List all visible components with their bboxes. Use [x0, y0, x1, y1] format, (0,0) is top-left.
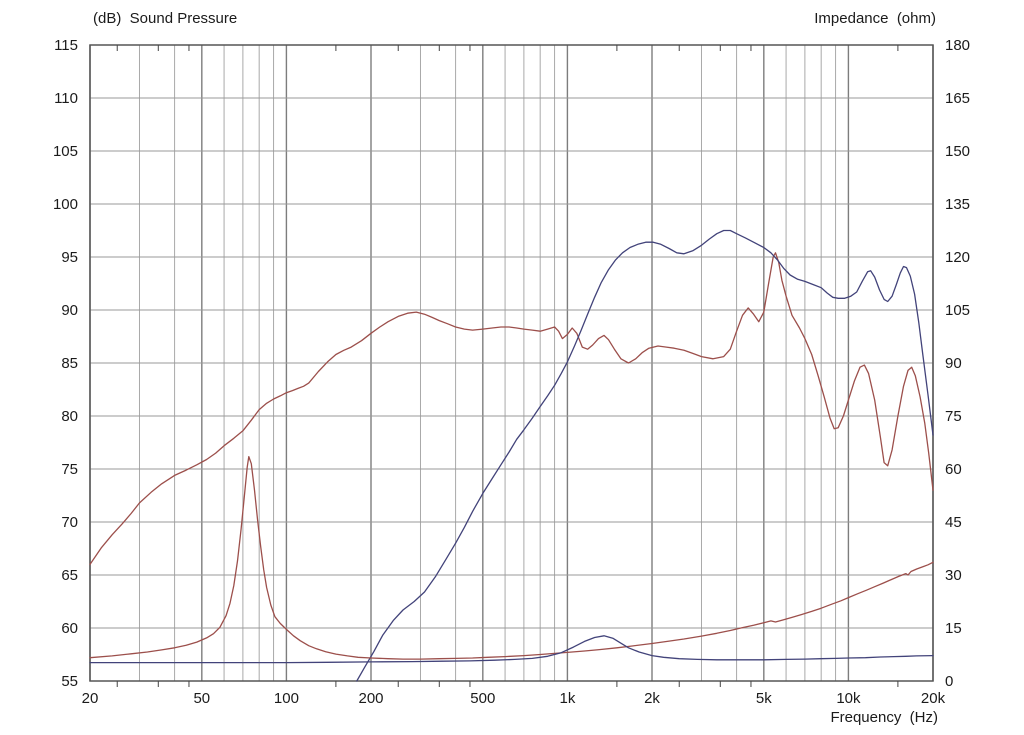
y-left-tick-label: 55: [61, 673, 78, 690]
y-right-tick-label: 150: [945, 143, 970, 160]
y-left-tick-label: 100: [53, 196, 78, 213]
y-right-tick-label: 165: [945, 90, 970, 107]
y-left-tick-label: 115: [54, 37, 78, 54]
y-right-tick-label: 105: [945, 302, 970, 319]
y-right-tick-label: 15: [945, 620, 962, 637]
right-axis-title: Impedance (ohm): [814, 10, 936, 27]
x-tick-label: 500: [470, 690, 495, 707]
y-left-tick-label: 105: [53, 143, 78, 160]
x-tick-label: 5k: [756, 690, 772, 707]
y-left-tick-label: 75: [61, 461, 78, 478]
x-axis-title: Frequency (Hz): [830, 709, 938, 726]
y-right-tick-label: 0: [945, 673, 953, 690]
y-right-tick-label: 120: [945, 249, 970, 266]
y-left-tick-label: 65: [61, 567, 78, 584]
y-right-tick-label: 30: [945, 567, 962, 584]
left-axis-title: (dB) Sound Pressure: [93, 10, 238, 27]
y-left-tick-label: 80: [61, 408, 78, 425]
spl-woofer-red-curve: [89, 252, 934, 566]
y-right-tick-label: 180: [945, 37, 970, 54]
x-tick-label: 1k: [559, 690, 575, 707]
y-right-tick-label: 60: [945, 461, 962, 478]
impedance-woofer-red-curve: [89, 455, 934, 660]
y-left-tick-label: 60: [61, 620, 78, 637]
plot-border: [89, 44, 934, 682]
y-left-tick-label: 70: [61, 514, 78, 531]
x-tick-label: 200: [358, 690, 383, 707]
y-left-tick-label: 90: [61, 302, 78, 319]
y-right-tick-label: 45: [945, 514, 962, 531]
impedance-tweeter-blue-curve: [89, 635, 934, 664]
x-tick-label: 20: [82, 690, 99, 707]
y-right-tick-label: 90: [945, 355, 962, 372]
x-tick-label: 50: [193, 690, 210, 707]
y-left-tick-label: 85: [61, 355, 78, 372]
y-left-tick-label: 95: [61, 249, 78, 266]
y-right-tick-label: 75: [945, 408, 962, 425]
y-left-tick-label: 110: [54, 90, 78, 107]
x-tick-label: 20k: [921, 690, 946, 707]
x-tick-label: 2k: [644, 690, 660, 707]
x-tick-label: 100: [274, 690, 299, 707]
x-tick-label: 10k: [836, 690, 861, 707]
spl-tweeter-blue-curve: [356, 229, 934, 682]
y-right-tick-label: 135: [945, 196, 970, 213]
